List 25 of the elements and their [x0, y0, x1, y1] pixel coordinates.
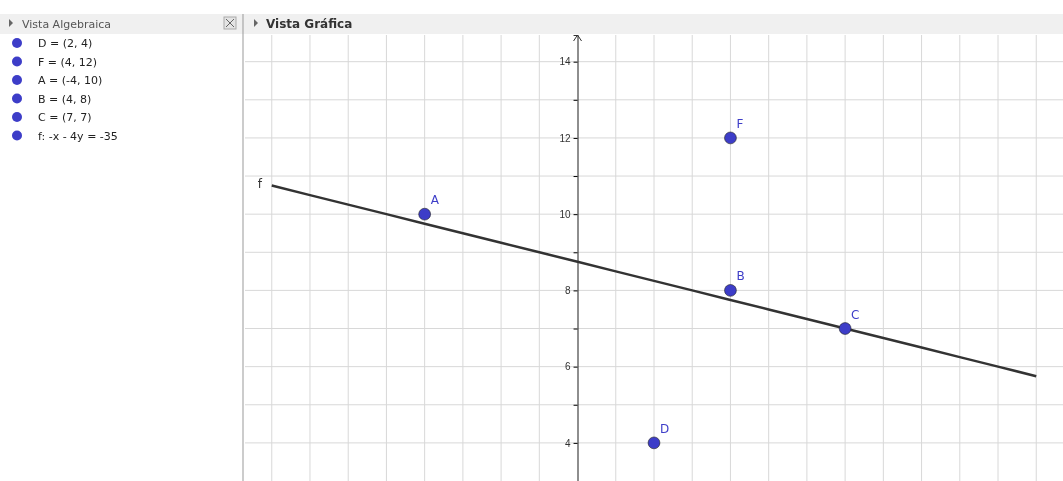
text: A = (-4, 10) — [38, 74, 103, 87]
data-label: f — [257, 176, 263, 191]
data-label: F — [736, 116, 744, 131]
point — [418, 207, 431, 221]
text: f: -x - 4y = -35 — [38, 129, 118, 143]
text: Vista Algebraica — [22, 18, 112, 31]
y-tick-label: 12 — [559, 132, 571, 144]
y-tick-label: 8 — [564, 285, 571, 297]
text: F = (4, 12) — [38, 55, 98, 69]
point — [838, 322, 852, 335]
text: C = (7, 7) — [38, 111, 92, 124]
point — [724, 131, 737, 145]
y-tick-label: 14 — [559, 56, 571, 68]
point — [724, 284, 737, 297]
data-label: C — [851, 307, 860, 322]
y-tick-label: 10 — [559, 208, 571, 220]
data-label: A — [430, 193, 440, 208]
text: D = (2, 4) — [38, 37, 93, 50]
point — [647, 436, 661, 450]
y-tick-label: 4 — [564, 437, 571, 449]
text: B = (4, 8) — [38, 92, 92, 106]
y-tick-label: 6 — [564, 361, 571, 373]
data-label: D — [660, 421, 670, 436]
data-label: B — [736, 269, 745, 284]
chart-title: Vista Gráfica — [266, 17, 353, 31]
